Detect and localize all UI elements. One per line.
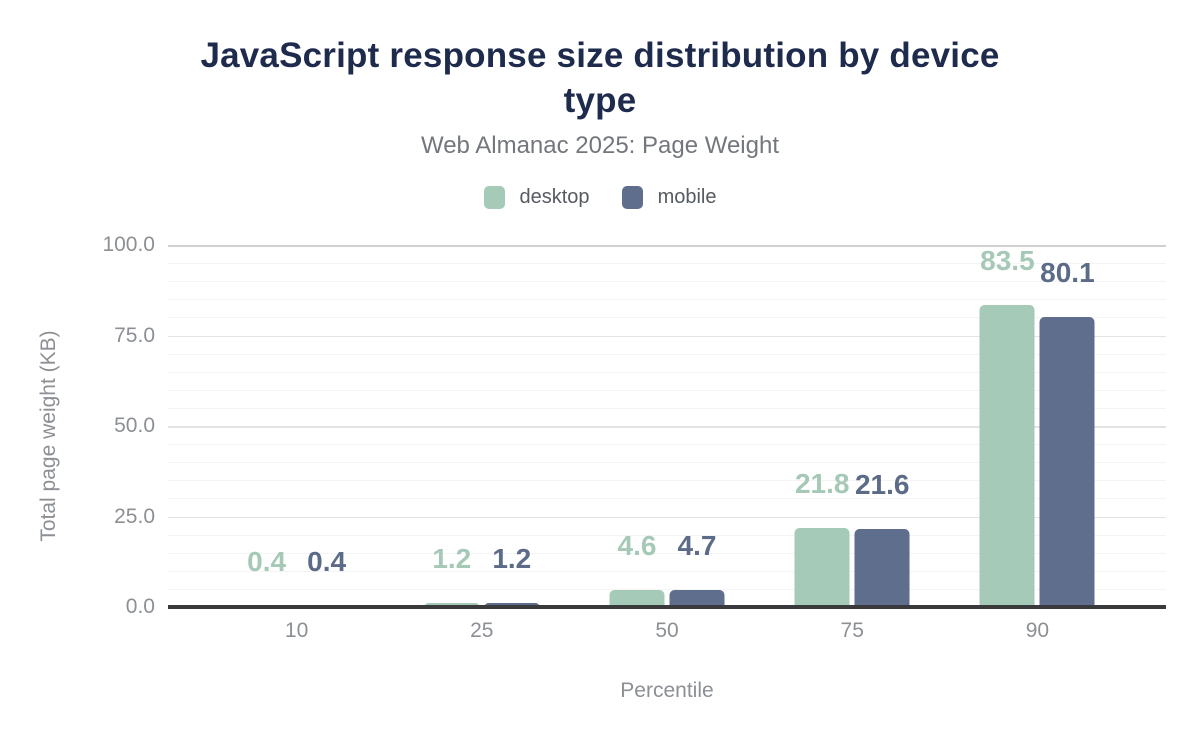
y-tick-label: 25.0: [114, 504, 155, 528]
y-tick-label: 0.0: [125, 595, 155, 618]
gridline: [168, 480, 1166, 482]
gridline: [168, 335, 1166, 337]
bar-desktop-p25[interactable]: [424, 602, 480, 607]
bar-pair: 21.8 21.6: [794, 470, 910, 607]
bar-desktop-p90[interactable]: [979, 304, 1035, 607]
legend-label-desktop: desktop: [519, 186, 590, 208]
legend-item-mobile[interactable]: mobile: [621, 185, 717, 209]
legend-swatch-mobile: [621, 185, 643, 209]
x-axis-line: [168, 605, 1166, 609]
bar-slot-desktop: 4.6: [609, 532, 665, 607]
gridline: [168, 426, 1166, 428]
bar-pair: 83.5 80.1: [979, 246, 1095, 607]
gridline: [168, 407, 1166, 409]
bar-slot-mobile: 21.6: [854, 470, 910, 607]
legend-label-mobile: mobile: [657, 186, 717, 208]
bar-mobile-p50[interactable]: [669, 590, 725, 607]
category-group-50: 4.6 4.7 50: [574, 245, 759, 642]
bar-mobile-p25[interactable]: [484, 602, 540, 607]
legend: desktop mobile: [0, 185, 1200, 209]
x-tick-label: 90: [1025, 619, 1050, 642]
x-tick-label: 50: [655, 619, 679, 642]
value-label-desktop-p25: 1.2: [432, 542, 472, 574]
gridline: [168, 389, 1166, 391]
chart-title-line-1: JavaScript response size distribution by…: [200, 36, 1000, 75]
x-axis-title: Percentile: [620, 679, 714, 702]
gridline: [168, 371, 1166, 373]
x-tick-label: 25: [470, 619, 494, 642]
bar-slot-mobile: 1.2: [484, 544, 540, 607]
bar-desktop-p75[interactable]: [794, 528, 850, 607]
gridline: [168, 317, 1166, 319]
bar-desktop-p50[interactable]: [609, 590, 665, 607]
bar-slot-desktop: 1.2: [424, 544, 480, 607]
bar-slot-desktop: 21.8: [794, 470, 850, 607]
y-tick-label: 75.0: [114, 323, 155, 347]
gridline: [168, 534, 1166, 536]
gridline: [168, 498, 1166, 500]
chart-title: JavaScript response size distribution by…: [0, 33, 1200, 123]
legend-item-desktop[interactable]: desktop: [483, 185, 590, 209]
gridline: [168, 570, 1166, 572]
gridline: [168, 552, 1166, 554]
value-label-mobile-p75: 21.6: [854, 468, 910, 500]
value-label-mobile-p10: 0.4: [307, 545, 347, 577]
gridline: [168, 353, 1166, 355]
value-label-mobile-p50: 4.7: [677, 530, 717, 561]
chart-subtitle: Web Almanac 2025: Page Weight: [420, 132, 779, 159]
bar-mobile-p90[interactable]: [1039, 317, 1095, 607]
value-label-desktop-p50: 4.6: [617, 530, 657, 562]
value-label-mobile-p90: 80.1: [1040, 257, 1095, 289]
gridline: [168, 462, 1166, 464]
category-group-25: 1.2 1.2 25: [389, 245, 574, 642]
value-label-desktop-p75: 21.8: [794, 468, 850, 500]
gridline: [168, 516, 1166, 518]
value-label-desktop-p90: 83.5: [980, 244, 1035, 276]
x-tick-label: 10: [284, 619, 309, 642]
bar-mobile-p75[interactable]: [854, 528, 910, 607]
y-tick-label: 100.0: [102, 233, 155, 256]
value-label-mobile-p25: 1.2: [492, 542, 532, 574]
bar-pair: 1.2 1.2: [424, 544, 540, 607]
bar-slot-desktop: 83.5: [979, 246, 1035, 607]
category-group-75: 21.8 21.6 75: [760, 245, 945, 642]
gridline: [168, 245, 1166, 247]
x-tick-label: 75: [840, 619, 864, 642]
value-label-desktop-p10: 0.4: [247, 545, 287, 577]
category-group-10: 0.4 0.4 10: [204, 245, 389, 642]
gridline: [168, 588, 1166, 590]
gridline: [168, 299, 1166, 301]
gridline: [168, 281, 1166, 283]
gridline: [168, 263, 1166, 265]
category-bands: 0.4 0.4 10 1.2 1.2 25 4.6 4.7 50 21.8 21.6 75 83.5 80…: [168, 245, 1166, 642]
y-tick-label: 50.0: [114, 414, 155, 437]
bar-slot-mobile: 80.1: [1039, 259, 1095, 607]
bar-pair: 4.6 4.7: [609, 532, 725, 607]
category-group-90: 83.5 80.1 90: [945, 245, 1130, 642]
plot-area: 0.4 0.4 10 1.2 1.2 25 4.6 4.7 50 21.8 21.6 75 83.5 80…: [168, 245, 1166, 642]
bar-slot-mobile: 4.7: [669, 532, 725, 607]
legend-swatch-desktop: [483, 185, 505, 209]
gridline: [168, 444, 1166, 446]
chart-title-line-2: type: [563, 81, 637, 120]
